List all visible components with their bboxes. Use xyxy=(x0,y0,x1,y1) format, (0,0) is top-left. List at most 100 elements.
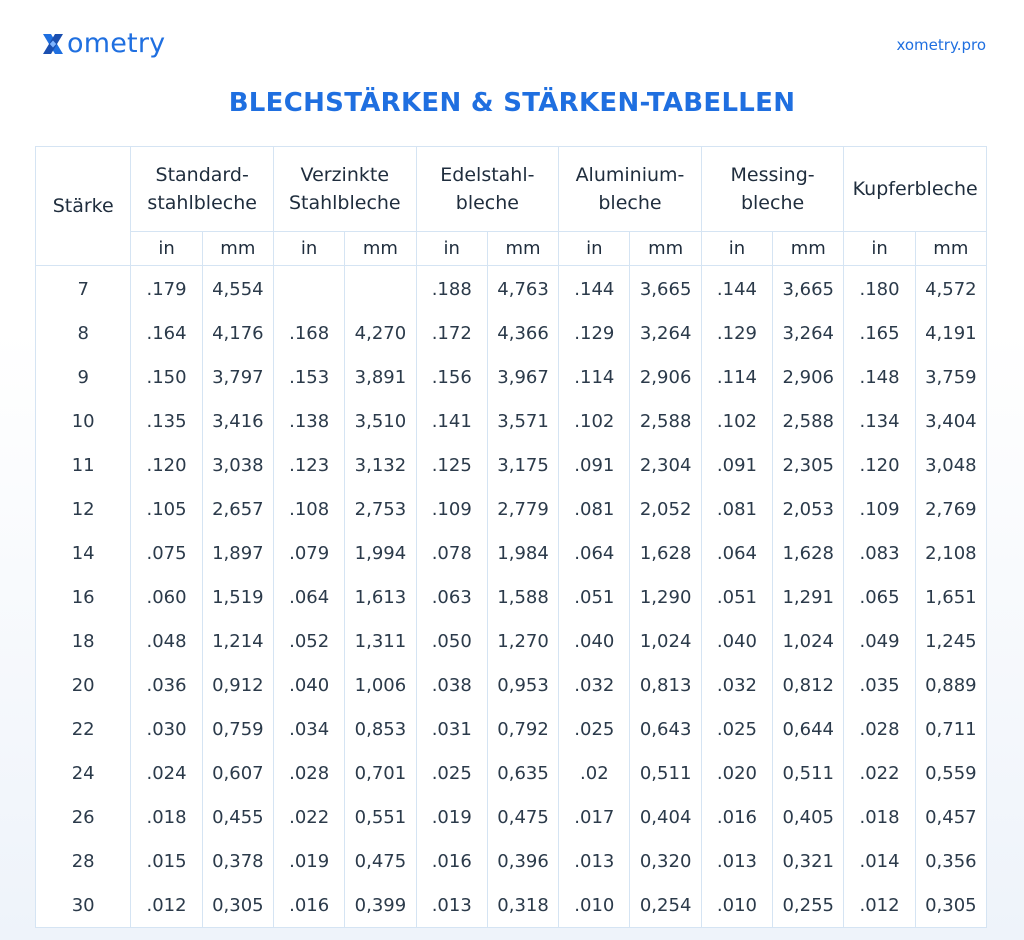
value-mm-cell: 3,038 xyxy=(201,443,274,487)
value-mm-cell: 0,254 xyxy=(629,883,702,928)
value-in-cell: .114 xyxy=(700,355,774,399)
value-mm-cell: 0,475 xyxy=(344,839,417,883)
value-in-cell: .014 xyxy=(843,839,916,883)
value-mm-cell: 0,711 xyxy=(914,707,988,751)
value-in-cell: .032 xyxy=(558,663,631,707)
group-header-line: Aluminium- xyxy=(575,164,685,186)
value-mm-cell: 0,812 xyxy=(772,663,845,707)
table-row: 8.164 4,176.168 4,270.172 4,366.129 3,264.12… xyxy=(34,311,988,355)
value-mm-cell: 1,024 xyxy=(629,619,702,663)
value-in-cell: .091 xyxy=(700,443,774,487)
value-mm-cell: 4,366 xyxy=(486,311,560,355)
unit-header-mm: mm xyxy=(914,231,988,266)
table-row: 7.179 4,554.188 4,763.144 3,665.144 3,665.18… xyxy=(34,265,988,311)
value-mm-cell: 1,897 xyxy=(201,531,274,575)
gauge-cell: 24 xyxy=(34,751,132,795)
gauge-cell: 30 xyxy=(34,883,132,928)
value-mm-cell: 2,108 xyxy=(914,531,988,575)
value-mm-cell: 3,665 xyxy=(772,265,845,311)
value-mm-cell: 3,665 xyxy=(629,265,702,311)
value-in-cell: .144 xyxy=(700,265,774,311)
column-group-header: Kupferbleche xyxy=(843,146,987,232)
value-mm-cell: 3,132 xyxy=(344,443,417,487)
value-mm-cell: 1,628 xyxy=(772,531,845,575)
value-in-cell: .078 xyxy=(415,531,488,575)
gauge-cell: 16 xyxy=(34,575,132,619)
value-mm-cell: 1,519 xyxy=(201,575,274,619)
value-in-cell: .036 xyxy=(130,663,203,707)
unit-header-in: in xyxy=(415,231,488,266)
unit-header-in: in xyxy=(130,231,203,266)
table-body: 7.179 4,554.188 4,763.144 3,665.144 3,665.18… xyxy=(34,265,988,928)
value-in-cell: .168 xyxy=(272,311,346,355)
value-mm-cell: 1,270 xyxy=(486,619,560,663)
unit-header-mm: mm xyxy=(486,231,560,266)
value-in-cell: .156 xyxy=(415,355,488,399)
value-mm-cell: 2,053 xyxy=(772,487,845,531)
value-mm-cell: 0,404 xyxy=(629,795,702,839)
value-mm-cell: 0,457 xyxy=(914,795,988,839)
table-row: 12.105 2,657.108 2,753.109 2,779.081 2,052.0… xyxy=(34,487,988,531)
table-row: 11.120 3,038.123 3,132.125 3,175.091 2,304.0… xyxy=(34,443,988,487)
value-mm-cell: 3,264 xyxy=(629,311,702,355)
value-in-cell: .081 xyxy=(558,487,631,531)
gauge-cell: 14 xyxy=(34,531,132,575)
table-row: 20.036 0,912.040 1,006.038 0,953.032 0,813.0… xyxy=(34,663,988,707)
site-link[interactable]: xometry.pro xyxy=(896,36,986,54)
value-mm-cell: 0,792 xyxy=(486,707,560,751)
value-in-cell: .048 xyxy=(130,619,203,663)
xometry-x-logo-icon xyxy=(43,33,63,54)
group-header-line: bleche xyxy=(455,192,519,214)
value-in-cell: .102 xyxy=(700,399,774,443)
value-in-cell: .102 xyxy=(558,399,631,443)
gauge-cell: 22 xyxy=(34,707,132,751)
column-group-header: Verzinkte Stahlbleche xyxy=(272,146,417,232)
value-mm-cell: 3,416 xyxy=(201,399,274,443)
value-in-cell: .108 xyxy=(272,487,346,531)
value-mm-cell: 2,305 xyxy=(772,443,845,487)
value-in-cell: .083 xyxy=(843,531,916,575)
value-mm-cell: 4,554 xyxy=(201,265,274,311)
gauge-cell: 26 xyxy=(34,795,132,839)
unit-header-in: in xyxy=(558,231,631,266)
value-in-cell: .105 xyxy=(130,487,203,531)
value-in-cell: .013 xyxy=(415,883,488,928)
value-mm-cell: 0,759 xyxy=(201,707,274,751)
value-mm-cell: 4,191 xyxy=(914,311,988,355)
unit-header-mm: mm xyxy=(772,231,845,266)
value-mm-cell: 0,455 xyxy=(201,795,274,839)
value-in-cell: .025 xyxy=(558,707,631,751)
value-in-cell: .031 xyxy=(415,707,488,751)
gauge-cell: 7 xyxy=(34,265,132,311)
value-mm-cell: 1,994 xyxy=(344,531,417,575)
value-mm-cell: 0,405 xyxy=(772,795,845,839)
value-in-cell: .034 xyxy=(272,707,346,751)
value-in-cell: .049 xyxy=(843,619,916,663)
value-mm-cell: 1,291 xyxy=(772,575,845,619)
value-mm-cell: 4,763 xyxy=(486,265,560,311)
xometry-logo[interactable]: ometry xyxy=(40,28,165,59)
value-in-cell: .065 xyxy=(843,575,916,619)
gauge-cell: 8 xyxy=(34,311,132,355)
value-in-cell: .075 xyxy=(130,531,203,575)
value-mm-cell: 2,906 xyxy=(772,355,845,399)
value-mm-cell: 2,657 xyxy=(201,487,274,531)
value-mm-cell: 1,024 xyxy=(772,619,845,663)
value-mm-cell: 2,052 xyxy=(629,487,702,531)
value-in-cell: .148 xyxy=(843,355,916,399)
table-unit-header-row: in mm in mm in mm in mm in mm in mm xyxy=(36,231,988,266)
gauge-cell: 11 xyxy=(34,443,132,487)
value-in-cell: .120 xyxy=(130,443,203,487)
value-mm-cell: 0,378 xyxy=(201,839,274,883)
group-header-line: bleche xyxy=(598,192,662,214)
value-in-cell: .141 xyxy=(415,399,488,443)
gauge-cell: 9 xyxy=(34,355,132,399)
value-in-cell: .02 xyxy=(558,751,631,795)
value-mm-cell: 3,891 xyxy=(344,355,417,399)
column-group-header: Standard- stahlbleche xyxy=(130,146,274,232)
group-header-line: Verzinkte xyxy=(300,164,390,186)
value-in-cell: .164 xyxy=(130,311,203,355)
value-mm-cell: 3,571 xyxy=(486,399,560,443)
value-mm-cell: 1,651 xyxy=(914,575,988,619)
value-in-cell: .109 xyxy=(843,487,916,531)
